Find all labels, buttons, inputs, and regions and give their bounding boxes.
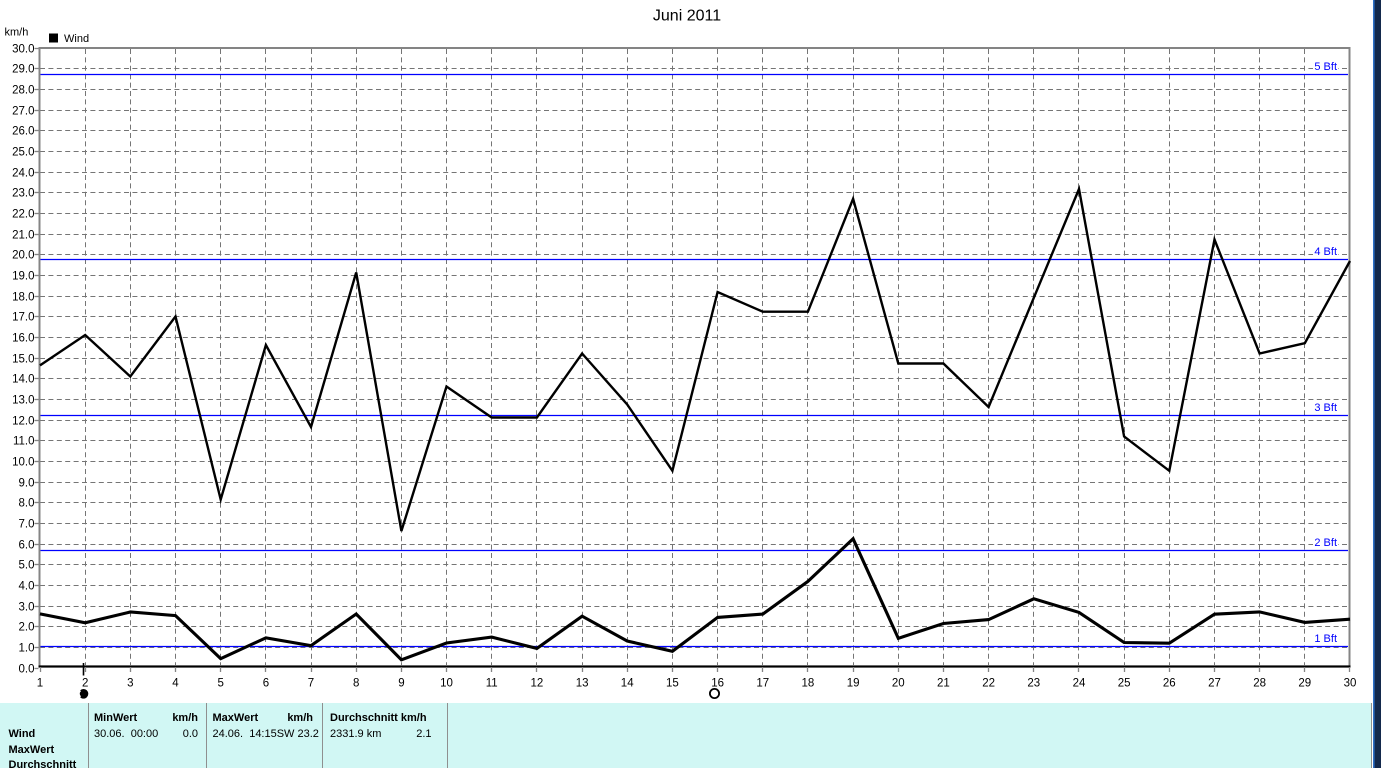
svg-text:24.0: 24.0 [12,168,34,180]
svg-text:26: 26 [1163,678,1176,690]
svg-text:24: 24 [1073,678,1086,690]
svg-text:MinWert: MinWert [94,712,138,724]
svg-text:4.0: 4.0 [19,581,35,593]
svg-text:22: 22 [982,678,995,690]
svg-text:MaxWert: MaxWert [9,744,55,756]
svg-text:30.0: 30.0 [12,44,34,56]
svg-text:11: 11 [486,678,498,690]
svg-text:6.0: 6.0 [19,540,35,552]
svg-text:Wind: Wind [9,728,36,740]
svg-text:28.0: 28.0 [12,85,34,97]
svg-text:9: 9 [398,678,404,690]
svg-text:1.0: 1.0 [19,643,35,655]
svg-text:22.0: 22.0 [12,209,34,221]
svg-text:21: 21 [937,678,950,690]
svg-text:2.0: 2.0 [19,622,35,634]
svg-text:5.0: 5.0 [19,560,35,572]
svg-text:14: 14 [621,678,634,690]
svg-text:4: 4 [172,678,179,690]
svg-text:10: 10 [440,678,453,690]
svg-text:25: 25 [1118,678,1131,690]
svg-text:13.0: 13.0 [12,395,34,407]
svg-text:18: 18 [802,678,815,690]
svg-text:28: 28 [1253,678,1266,690]
svg-text:20: 20 [892,678,905,690]
svg-text:2 Bft: 2 Bft [1314,537,1337,549]
svg-text:Durchschnitt km/h: Durchschnitt km/h [330,712,427,724]
svg-text:12: 12 [531,678,544,690]
svg-text:21.0: 21.0 [12,230,34,242]
svg-text:30.06. 00:00: 30.06. 00:00 [94,728,158,740]
svg-text:9.0: 9.0 [19,478,35,490]
svg-text:27.0: 27.0 [12,106,34,118]
svg-text:23: 23 [1027,678,1040,690]
svg-text:29: 29 [1298,678,1311,690]
svg-text:15: 15 [666,678,679,690]
svg-text:24.06. 14:15SW 23.2: 24.06. 14:15SW 23.2 [213,728,319,740]
svg-text:19.0: 19.0 [12,271,34,283]
svg-text:3.0: 3.0 [19,602,35,614]
svg-text:2.1: 2.1 [416,728,431,740]
svg-text:16: 16 [711,678,724,690]
svg-text:23.0: 23.0 [12,188,34,200]
svg-text:30: 30 [1344,678,1357,690]
svg-text:8: 8 [353,678,359,690]
svg-text:17: 17 [756,678,769,690]
svg-text:4 Bft: 4 Bft [1314,246,1337,258]
svg-text:3: 3 [127,678,133,690]
svg-text:29.0: 29.0 [12,64,34,76]
svg-text:2331.9 km: 2331.9 km [330,728,381,740]
svg-text:5: 5 [217,678,223,690]
svg-text:1: 1 [37,678,43,690]
svg-text:Durchschnitt: Durchschnitt [9,759,77,768]
svg-text:MaxWert: MaxWert [213,712,259,724]
svg-text:27: 27 [1208,678,1221,690]
svg-text:1 Bft: 1 Bft [1314,633,1337,645]
svg-text:20.0: 20.0 [12,250,34,262]
svg-text:26.0: 26.0 [12,126,34,138]
svg-text:Juni 2011: Juni 2011 [653,8,721,25]
svg-text:13: 13 [576,678,589,690]
svg-text:2: 2 [82,678,88,690]
svg-text:16.0: 16.0 [12,333,34,345]
svg-text:km/h: km/h [172,712,198,724]
svg-text:18.0: 18.0 [12,292,34,304]
svg-text:8.0: 8.0 [19,498,35,510]
svg-text:7.0: 7.0 [19,519,35,531]
svg-text:15.0: 15.0 [12,354,34,366]
svg-text:Wind: Wind [64,33,89,45]
svg-text:10.0: 10.0 [12,457,34,469]
svg-text:17.0: 17.0 [12,312,34,324]
svg-text:5 Bft: 5 Bft [1314,61,1337,73]
svg-text:6: 6 [263,678,269,690]
svg-text:7: 7 [308,678,314,690]
svg-text:25.0: 25.0 [12,147,34,159]
svg-text:0.0: 0.0 [183,728,198,740]
svg-text:km/h: km/h [287,712,313,724]
svg-text:km/h: km/h [5,27,29,39]
svg-text:3 Bft: 3 Bft [1314,402,1337,414]
svg-text:12.0: 12.0 [12,416,34,428]
svg-text:14.0: 14.0 [12,374,34,386]
svg-text:11.0: 11.0 [13,436,35,448]
svg-text:0.0: 0.0 [19,664,35,676]
svg-text:19: 19 [847,678,860,690]
